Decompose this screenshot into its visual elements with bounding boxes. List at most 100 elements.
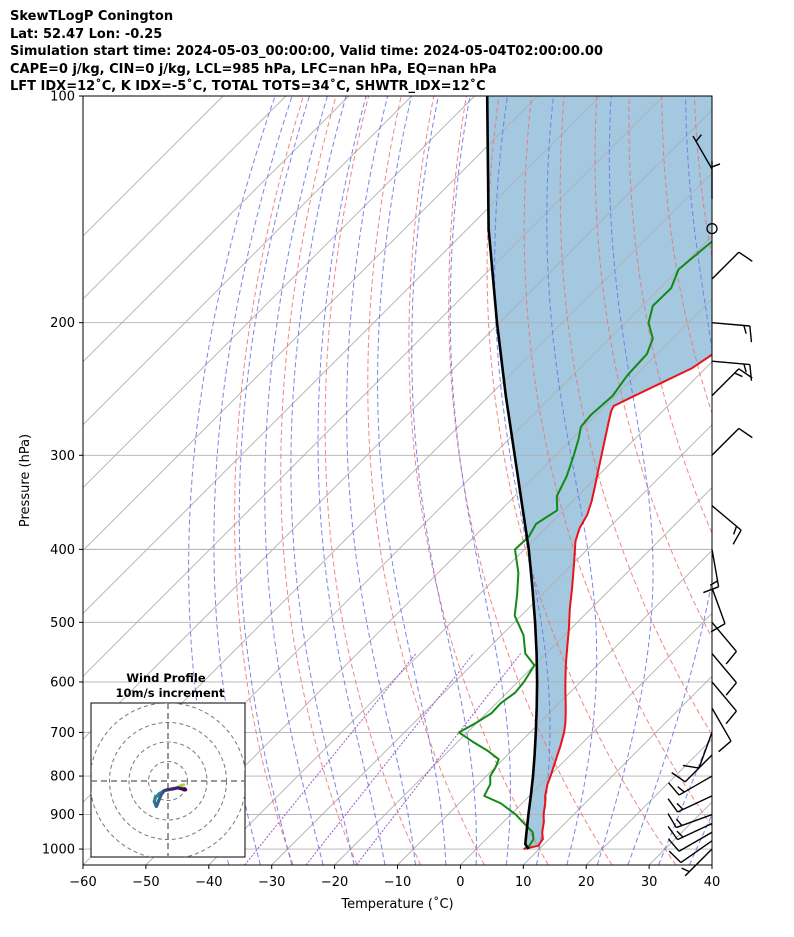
wind-barb <box>711 427 753 456</box>
inset-subtitle: 10m/s increment <box>116 686 225 700</box>
mixing-ratio-line <box>305 653 474 865</box>
y-tick-label: 300 <box>50 449 75 464</box>
wind-barb <box>682 732 713 769</box>
isotherm-line <box>271 424 712 865</box>
temperature-line <box>523 353 712 850</box>
indices-line: LFT IDX=12˚C, K IDX=-5˚C, TOTAL TOTS=34˚… <box>10 79 486 94</box>
isotherm-line <box>83 96 538 552</box>
x-axis-label: Temperature (˚C) <box>340 896 453 912</box>
wind-barb <box>711 321 753 343</box>
wind-barb <box>711 653 737 696</box>
wind-barb <box>667 822 713 841</box>
dry-adiabat-line <box>727 96 794 865</box>
y-tick-label: 500 <box>50 616 75 631</box>
y-tick-label: 1000 <box>42 843 75 858</box>
x-tick-label: 20 <box>578 875 595 890</box>
isotherm-line <box>83 96 475 489</box>
y-tick-label: 400 <box>50 543 75 558</box>
dry-adiabat-line <box>408 96 549 865</box>
wind-barb <box>711 505 742 545</box>
x-tick-label: −20 <box>321 875 348 890</box>
dry-adiabat-line <box>448 96 613 865</box>
moist-adiabat-line <box>546 96 598 865</box>
x-tick-label: −60 <box>69 875 96 890</box>
inset-title: Wind Profile <box>126 671 206 685</box>
dry-adiabat-line <box>693 96 712 260</box>
x-tick-label: −10 <box>384 875 411 890</box>
isotherm-line <box>145 298 712 865</box>
isotherm-line <box>83 96 350 363</box>
y-tick-label: 700 <box>50 726 75 741</box>
wind-barb <box>681 848 713 877</box>
stability-line: CAPE=0 j/kg, CIN=0 j/kg, LCL=985 hPa, LF… <box>10 61 497 77</box>
x-tick-label: −40 <box>195 875 222 890</box>
x-tick-label: 10 <box>515 875 532 890</box>
moist-adiabat-line <box>658 730 712 865</box>
wind-barb <box>667 775 713 796</box>
dry-adiabat-line <box>234 96 304 865</box>
x-tick-label: 0 <box>456 875 464 890</box>
moist-adiabat-line <box>596 96 654 865</box>
sounding-lines <box>458 96 712 850</box>
wind-barb <box>668 840 713 864</box>
wind-barb <box>711 368 753 397</box>
chart-title: SkewTLogP Conington <box>10 9 174 24</box>
background-lines <box>83 96 794 865</box>
isotherm-line <box>83 96 224 237</box>
parcel-line <box>485 96 539 850</box>
isotherm-line <box>460 612 712 865</box>
moist-adiabat-line <box>346 96 416 865</box>
wind-barb <box>710 587 726 633</box>
wind-barbs <box>667 134 753 877</box>
dry-adiabat-line <box>559 96 712 736</box>
moist-adiabat-line <box>627 96 712 865</box>
isotherm-line <box>83 96 287 300</box>
isotherm-line <box>208 361 712 865</box>
time-line: Simulation start time: 2024-05-03_00:00:… <box>10 44 603 59</box>
moist-adiabat-line <box>238 96 310 865</box>
dewpoint-line <box>458 240 712 850</box>
isotherm-line <box>83 96 664 677</box>
isotherm-line <box>83 109 712 740</box>
dry-adiabat-line <box>523 96 712 828</box>
location-line: Lat: 52.47 Lon: -0.25 <box>10 26 163 42</box>
x-tick-label: −30 <box>258 875 285 890</box>
y-tick-label: 100 <box>50 90 75 105</box>
x-tick-label: 30 <box>641 875 658 890</box>
wind-barb <box>703 549 720 594</box>
chart-header: SkewTLogP Conington Lat: 52.47 Lon: -0.2… <box>10 8 603 96</box>
moist-adiabat-line <box>264 96 328 865</box>
moist-adiabat-line <box>213 96 293 865</box>
isotherm-line <box>397 549 712 865</box>
wind-barb <box>711 360 753 381</box>
y-tick-label: 600 <box>50 675 75 690</box>
axes: −60 −50 −40 −30 −20 −10 0 10 20 30 40 100 200 300 400 5… <box>18 90 720 913</box>
hodograph-ring <box>148 761 188 801</box>
dry-adiabat-line <box>280 96 358 865</box>
dry-adiabat-line <box>594 96 712 640</box>
x-tick-label: −50 <box>132 875 159 890</box>
moist-adiabat-line <box>317 96 386 865</box>
wind-barb <box>667 795 713 813</box>
wind-barb <box>711 160 721 199</box>
dry-adiabat-line <box>324 96 422 865</box>
hodograph-segment <box>155 793 163 807</box>
isotherm-line <box>711 864 712 865</box>
shaded-area <box>487 96 712 849</box>
wind-barb <box>711 621 737 665</box>
wind-barb <box>692 134 713 170</box>
y-axis-label: Pressure (hPa) <box>18 434 33 527</box>
moist-adiabat-line <box>720 96 794 865</box>
dry-adiabat-line <box>628 96 712 535</box>
wind-barb <box>711 707 732 753</box>
wind-barb <box>667 813 713 829</box>
y-tick-label: 800 <box>50 770 75 785</box>
x-tick-label: 40 <box>704 875 721 890</box>
mixing-ratio-line <box>355 653 522 865</box>
wind-barb <box>711 251 753 280</box>
isotherm-line <box>522 675 712 865</box>
moist-adiabat-line <box>290 96 355 865</box>
y-tick-label: 200 <box>50 316 75 331</box>
dry-adiabat-line <box>760 96 794 865</box>
